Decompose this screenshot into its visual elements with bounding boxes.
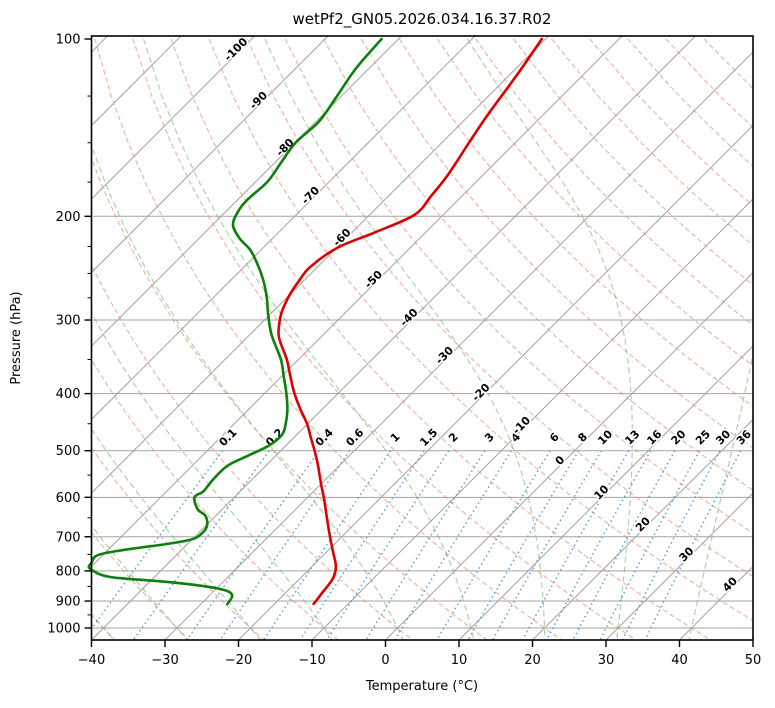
mixing-ratio-line: [299, 450, 425, 640]
x-tick-label: −40: [78, 653, 105, 668]
dry-adiabat-line: [322, 38, 753, 491]
moist-adiabat-line: [143, 38, 475, 640]
dry-adiabat-line: [94, 38, 563, 640]
y-axis-label: Pressure (hPa): [9, 291, 24, 384]
isotherm-label: -40: [397, 306, 420, 329]
x-tick-label: −20: [225, 653, 252, 668]
mixing-ratio-label: 30: [713, 427, 733, 447]
mixing-ratio-line: [365, 450, 486, 640]
y-tick-label: 700: [56, 530, 81, 545]
isotherm-label: 10: [592, 482, 612, 502]
mixing-ratio-label: 16: [644, 427, 664, 447]
mixing-ratio-line: [393, 450, 512, 640]
dry-adiabat-line: [170, 38, 712, 640]
y-tick-label: 200: [56, 210, 81, 225]
dry-adiabat-line: [91, 358, 340, 640]
x-axis-label: Temperature (°C): [365, 679, 478, 694]
isotherm-label: -20: [469, 381, 492, 404]
mixing-ratio-line: [467, 450, 580, 640]
dry-adiabat-line: [437, 38, 753, 367]
mixing-ratio-line: [132, 450, 270, 640]
mixing-ratio-line: [572, 450, 676, 640]
mixing-ratio-label: 6: [547, 430, 562, 445]
y-tick-label: 800: [56, 564, 81, 579]
x-tick-label: 10: [451, 653, 468, 668]
temperature-trace: [277, 37, 544, 606]
mixing-ratio-label: 2: [446, 430, 461, 445]
dry-adiabat-line: [91, 263, 414, 640]
moist-adiabat-line: [264, 38, 546, 640]
y-tick-label: 600: [56, 491, 81, 506]
x-tick-label: 40: [671, 653, 688, 668]
chart-title: wetPf2_GN05.2026.034.16.37.R02: [292, 10, 551, 29]
dry-adiabat-line: [398, 38, 753, 408]
x-tick-label: 0: [381, 653, 389, 668]
y-tick-label: 400: [56, 387, 81, 402]
y-tick-label: 1000: [47, 622, 80, 637]
dewpoint-trace: [87, 37, 383, 606]
isotherm-label: -30: [433, 344, 456, 367]
mixing-ratio-line: [436, 450, 551, 640]
y-tick-label: 300: [56, 314, 81, 329]
mixing-ratio-label: 36: [734, 427, 754, 447]
dry-adiabat-line: [91, 531, 190, 640]
x-tick-label: 20: [524, 653, 541, 668]
moist-adiabat-line: [91, 524, 189, 640]
dry-adiabat-line: [284, 38, 753, 534]
dry-adiabat-line: [551, 38, 753, 247]
mixing-ratio-label: 0.1: [217, 426, 240, 449]
sounding-traces: [87, 37, 544, 606]
isotherm-label: 40: [720, 574, 740, 594]
mixing-ratio-label: 25: [693, 428, 713, 448]
mixing-ratio-line: [599, 450, 701, 640]
mixing-ratio-label: 10: [595, 427, 615, 447]
x-tick-label: −10: [298, 653, 325, 668]
mixing-ratio-line: [219, 450, 351, 640]
isotherm-label: 20: [633, 514, 653, 534]
isotherm-label: -50: [362, 268, 385, 291]
mixing-ratio-label: 8: [575, 430, 590, 445]
plot-frame: [90, 35, 754, 641]
dry-adiabat-line: [513, 38, 753, 286]
isotherm-label: -90: [247, 89, 270, 112]
y-tick-label: 100: [56, 33, 81, 48]
mixing-ratio-label: 0.4: [313, 426, 336, 449]
mixing-ratio-label: 1.5: [417, 426, 440, 449]
plot-area: 0.1 0.2 0.4 0.6 1 1.5 2 3 4 6 8 10 13 16 20 25 30 36-100-…: [47, 33, 775, 669]
y-tick-label: 900: [56, 595, 81, 610]
dry-adiabat-line: [475, 38, 753, 326]
mixing-ratio-label: 0.6: [343, 426, 366, 449]
moist-adiabat-line: [466, 38, 633, 640]
dry-adiabat-line: [703, 38, 753, 90]
mixing-ratio-line: [326, 450, 450, 640]
mixing-ratio-line: [545, 450, 652, 640]
mixing-ratio-label: 20: [669, 427, 689, 447]
isotherm-label: -70: [299, 184, 322, 207]
dry-adiabat-line: [91, 446, 265, 640]
moist-adiabat-line: [91, 311, 333, 640]
dry-adiabat-line: [360, 38, 753, 449]
mixing-ratio-line: [186, 450, 320, 640]
dry-adiabat-line: [208, 38, 753, 622]
dry-adiabat-line: [132, 38, 638, 640]
x-tick-label: 30: [598, 653, 615, 668]
mixing-ratio-label: 13: [622, 428, 642, 448]
moist-adiabat-line: [91, 144, 404, 640]
dry-adiabat-line: [91, 156, 489, 640]
moist-adiabat-line: [688, 351, 753, 640]
isotherm-label: -100: [222, 35, 251, 64]
y-tick-label: 500: [56, 444, 81, 459]
x-tick-label: 50: [745, 653, 762, 668]
mixing-ratio-label: 1: [388, 430, 403, 445]
isotherm-label: 30: [677, 544, 697, 564]
x-tick-label: −30: [151, 653, 178, 668]
mixing-ratio-line: [262, 450, 391, 640]
moist-adiabat-line: [762, 39, 775, 641]
